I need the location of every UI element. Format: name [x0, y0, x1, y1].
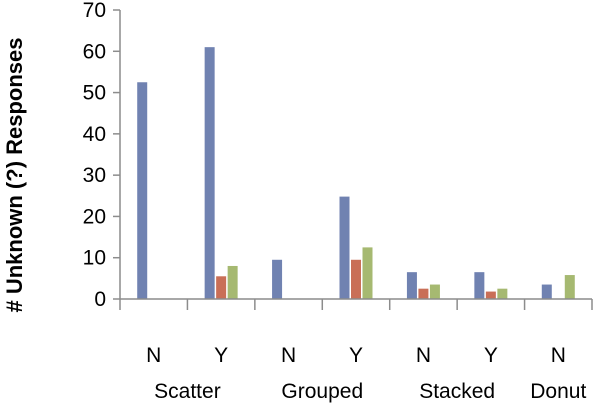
y-tick-label: 40 [83, 123, 106, 146]
bar [137, 82, 148, 299]
bar [204, 47, 215, 300]
bar [429, 284, 440, 299]
bar [406, 272, 417, 299]
x-category-label: N [146, 344, 161, 367]
bar [339, 196, 350, 299]
x-category-label: Y [484, 344, 498, 367]
y-tick-label: 20 [83, 205, 106, 228]
bar [351, 259, 361, 299]
x-category-label: Y [214, 344, 228, 367]
bar [497, 288, 508, 299]
bar [564, 275, 575, 299]
bar [227, 265, 238, 299]
y-tick-label: 30 [83, 164, 106, 187]
axes [119, 10, 593, 310]
x-category-label: Y [349, 344, 363, 367]
y-axis-ticks: 0 10 20 30 40 50 60 70 [83, 0, 120, 311]
bars [137, 47, 575, 300]
x-group-label: Donut [530, 380, 586, 403]
bar [474, 272, 485, 299]
y-tick-label: 50 [83, 82, 106, 105]
y-axis-label: # Unknown (?) Responses [2, 37, 27, 312]
x-category-label: N [416, 344, 431, 367]
x-group-label: Scatter [154, 380, 221, 403]
x-group-label: Stacked [419, 380, 495, 403]
y-tick-label: 60 [83, 40, 106, 63]
bar [272, 259, 283, 299]
y-tick-label: 10 [83, 247, 106, 270]
bar [362, 247, 373, 299]
bar [216, 276, 227, 299]
x-category-label: N [281, 344, 296, 367]
bar [418, 288, 429, 299]
x-group-label: Grouped [281, 380, 363, 403]
bar [541, 284, 552, 299]
x-category-label: N [551, 344, 566, 367]
group-labels: Scatter Grouped Stacked Donut [154, 380, 586, 403]
y-tick-label: 0 [94, 288, 106, 311]
y-tick-label: 70 [83, 0, 106, 22]
bar [485, 291, 496, 299]
